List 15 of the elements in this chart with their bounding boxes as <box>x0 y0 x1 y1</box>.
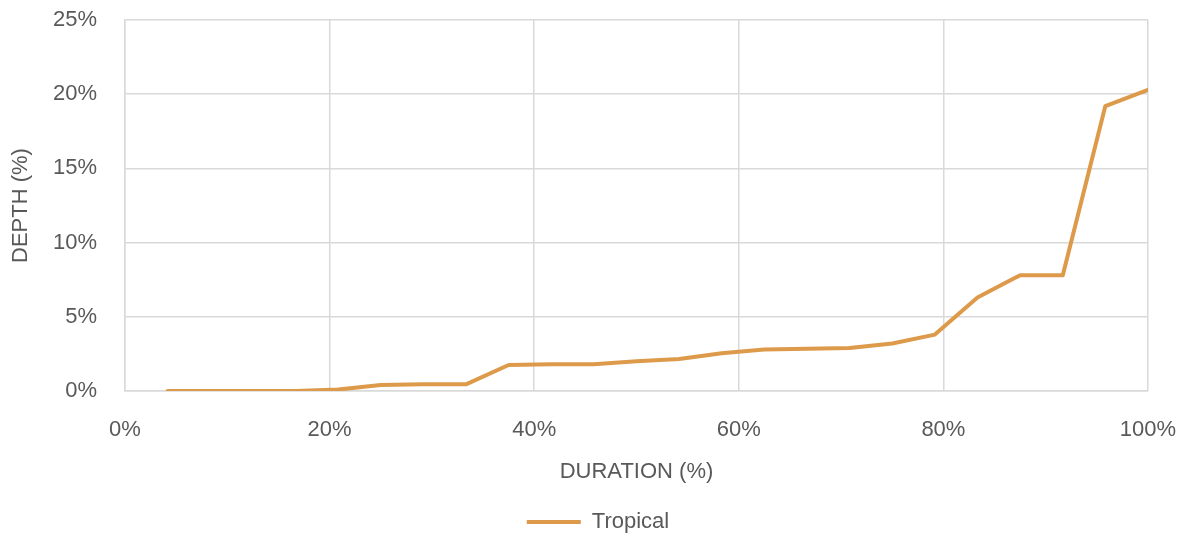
y-tick-label: 10% <box>52 228 97 254</box>
x-axis-title: DURATION (%) <box>559 457 714 483</box>
x-tick-label: 80% <box>921 416 966 442</box>
x-tick-label: 60% <box>716 416 761 442</box>
y-axis-title: DEPTH (%) <box>7 148 33 263</box>
x-tick-label: 0% <box>109 416 141 442</box>
y-tick-label: 5% <box>65 302 97 328</box>
x-tick-label: 40% <box>512 416 557 442</box>
legend-label: Tropical <box>591 508 670 534</box>
y-tick-label: 15% <box>52 154 97 180</box>
x-tick-label: 100% <box>1119 416 1177 442</box>
y-tick-label: 25% <box>52 6 97 32</box>
x-tick-label: 20% <box>307 416 352 442</box>
y-tick-label: 0% <box>65 377 97 403</box>
y-tick-label: 20% <box>52 80 97 106</box>
